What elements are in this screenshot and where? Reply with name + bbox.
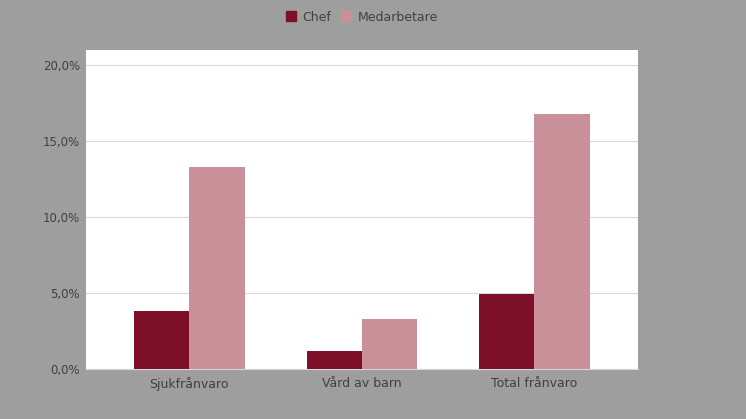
Bar	[534, 114, 589, 369]
Bar	[307, 351, 362, 369]
Bar	[189, 167, 245, 369]
Legend: Chef, Medarbetare: Chef, Medarbetare	[281, 5, 442, 28]
Bar	[134, 311, 189, 369]
Bar	[362, 319, 417, 369]
Bar	[479, 295, 534, 369]
